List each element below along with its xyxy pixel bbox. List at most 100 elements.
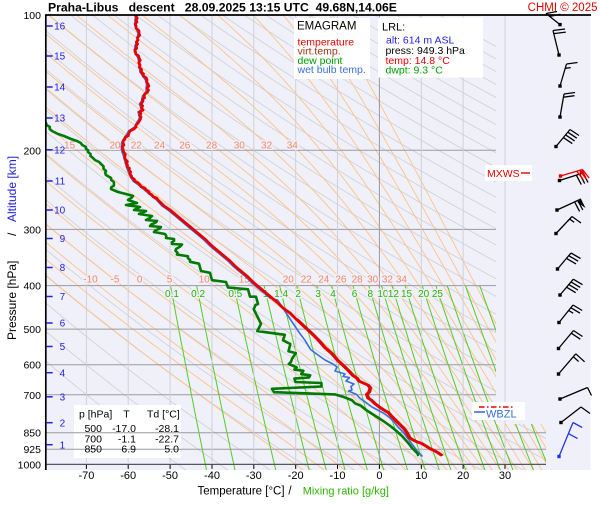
- svg-text:15: 15: [401, 289, 413, 300]
- svg-text:Praha-Libus descent 28.09.: Praha-Libus descent 28.09.2025 13:15 UTC…: [48, 1, 397, 15]
- svg-text:-5: -5: [111, 275, 120, 286]
- svg-text:-22.7: -22.7: [155, 433, 179, 445]
- svg-text:1: 1: [60, 440, 66, 451]
- svg-text:0.2: 0.2: [191, 289, 205, 300]
- svg-text:32: 32: [382, 275, 394, 286]
- svg-text:p [hPa]: p [hPa]: [79, 409, 112, 421]
- svg-text:5: 5: [60, 342, 66, 353]
- svg-text:34: 34: [396, 275, 408, 286]
- svg-text:1000: 1000: [18, 459, 42, 471]
- svg-text:0: 0: [376, 470, 382, 482]
- svg-text:/: /: [288, 486, 292, 498]
- svg-text:28: 28: [206, 141, 218, 152]
- svg-text:dwpt: 9.3 °C: dwpt: 9.3 °C: [386, 65, 444, 77]
- svg-text:alt: 614 m ASL: alt: 614 m ASL: [386, 35, 454, 47]
- svg-text:10: 10: [415, 470, 427, 482]
- svg-text:20: 20: [283, 275, 295, 286]
- svg-text:2: 2: [60, 418, 66, 429]
- svg-text:8: 8: [368, 289, 374, 300]
- svg-text:300: 300: [23, 224, 41, 236]
- svg-text:3: 3: [60, 392, 66, 403]
- svg-text:wet bulb temp.: wet bulb temp.: [297, 64, 366, 76]
- svg-text:9: 9: [60, 234, 66, 245]
- svg-text:WBZL: WBZL: [486, 409, 517, 421]
- svg-text:Temperature [°C]: Temperature [°C]: [198, 486, 285, 498]
- svg-text:30: 30: [234, 141, 246, 152]
- svg-text:-10: -10: [83, 275, 98, 286]
- svg-text:-30: -30: [246, 470, 262, 482]
- svg-text:10: 10: [54, 206, 66, 217]
- svg-text:7: 7: [60, 292, 66, 303]
- svg-text:virt.temp.: virt.temp.: [298, 46, 341, 58]
- svg-text:temp: 14.8 °C: temp: 14.8 °C: [386, 55, 451, 67]
- svg-text:32: 32: [261, 141, 273, 152]
- svg-text:15: 15: [54, 52, 66, 63]
- svg-text:15: 15: [64, 141, 76, 152]
- svg-text:-50: -50: [162, 470, 178, 482]
- svg-text:-40: -40: [204, 470, 220, 482]
- svg-text:3: 3: [315, 289, 321, 300]
- svg-text:temperature: temperature: [298, 36, 355, 48]
- svg-text:5.0: 5.0: [164, 443, 179, 455]
- svg-text:dew point: dew point: [298, 55, 343, 67]
- svg-text:-1.1: -1.1: [118, 433, 136, 445]
- svg-text:0: 0: [137, 275, 143, 286]
- svg-text:850: 850: [23, 428, 41, 440]
- svg-text:20: 20: [457, 470, 469, 482]
- svg-text:700: 700: [23, 390, 41, 402]
- svg-text:11: 11: [55, 177, 66, 188]
- svg-text:28: 28: [352, 275, 364, 286]
- svg-text:400: 400: [23, 281, 41, 293]
- svg-text:20: 20: [418, 289, 430, 300]
- svg-text:5: 5: [167, 275, 173, 286]
- svg-text:6: 6: [352, 289, 358, 300]
- svg-text:6: 6: [60, 319, 66, 330]
- svg-text:press: 949.3 hPa: press: 949.3 hPa: [386, 45, 466, 57]
- svg-text:MXWS: MXWS: [487, 168, 520, 180]
- svg-text:100: 100: [23, 10, 41, 22]
- svg-text:2: 2: [295, 289, 301, 300]
- svg-text:8: 8: [60, 263, 66, 274]
- svg-text:-17.0: -17.0: [112, 423, 136, 435]
- svg-text:34: 34: [287, 141, 299, 152]
- svg-text:12: 12: [54, 145, 66, 156]
- svg-text:-10: -10: [330, 470, 346, 482]
- svg-text:850: 850: [84, 443, 102, 455]
- svg-text:Mixing ratio [g/kg]: Mixing ratio [g/kg]: [303, 486, 389, 498]
- svg-text:600: 600: [23, 360, 41, 372]
- svg-text:30: 30: [367, 275, 379, 286]
- svg-text:500: 500: [84, 423, 102, 435]
- svg-text:EMAGRAM: EMAGRAM: [297, 21, 356, 33]
- svg-text:10: 10: [199, 275, 211, 286]
- svg-text:T: T: [123, 409, 130, 421]
- svg-text:14: 14: [54, 83, 66, 94]
- svg-text:25: 25: [432, 289, 444, 300]
- svg-text:16: 16: [54, 22, 66, 33]
- svg-text:-70: -70: [78, 470, 94, 482]
- svg-text:200: 200: [23, 145, 41, 157]
- svg-text:LRL:: LRL:: [382, 22, 405, 34]
- svg-text:Td [°C]: Td [°C]: [147, 409, 180, 421]
- svg-text:500: 500: [23, 324, 41, 336]
- svg-text:4: 4: [60, 368, 66, 379]
- svg-text:-20: -20: [288, 470, 304, 482]
- svg-text:700: 700: [84, 433, 102, 445]
- svg-text:6.9: 6.9: [121, 443, 136, 455]
- svg-text:4: 4: [330, 289, 336, 300]
- svg-text:0.1: 0.1: [165, 289, 179, 300]
- svg-text:CHMI © 2025: CHMI © 2025: [528, 2, 598, 14]
- svg-text:13: 13: [54, 114, 66, 125]
- svg-text:22: 22: [301, 275, 313, 286]
- svg-text:22: 22: [131, 141, 143, 152]
- svg-text:/: /: [5, 232, 19, 236]
- svg-text:26: 26: [335, 275, 347, 286]
- svg-text:24: 24: [154, 141, 166, 152]
- svg-text:1.4: 1.4: [274, 289, 288, 300]
- svg-text:10: 10: [377, 289, 389, 300]
- svg-text:12: 12: [388, 289, 400, 300]
- svg-text:20: 20: [109, 141, 121, 152]
- svg-text:0.5: 0.5: [228, 289, 242, 300]
- svg-text:30: 30: [499, 470, 511, 482]
- svg-text:-60: -60: [120, 470, 136, 482]
- svg-text:24: 24: [318, 275, 330, 286]
